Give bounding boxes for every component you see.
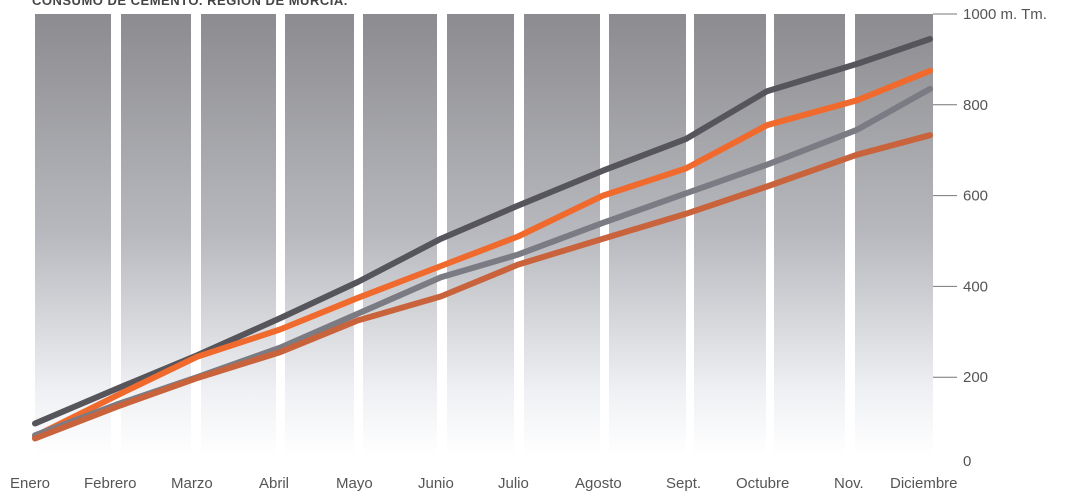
x-tick-label: Sept. — [666, 475, 701, 492]
month-column — [447, 14, 514, 456]
chart-title: CONSUMO DE CEMENTO. REGIÓN DE MURCIA. — [32, 0, 348, 8]
x-axis: Enero Febrero Marzo Abril Mayo Junio Julio Agos… — [10, 475, 958, 492]
month-column — [285, 14, 354, 456]
month-column — [363, 14, 437, 456]
x-tick-label: Octubre — [736, 475, 789, 492]
series-lines — [32, 36, 933, 442]
x-tick-label: Febrero — [84, 475, 137, 492]
month-column — [35, 14, 111, 456]
x-tick-label: Junio — [418, 475, 454, 492]
y-tick-label: 200 — [963, 369, 988, 386]
month-column — [694, 14, 766, 456]
x-tick-label: Abril — [259, 475, 289, 492]
series-line — [32, 132, 933, 442]
y-tick-label: 400 — [963, 278, 988, 295]
y-tick-label: 0 — [963, 453, 971, 470]
month-column — [855, 14, 933, 456]
y-axis: 0 200 400 600 800 1000 m. Tm. — [933, 6, 1047, 470]
x-tick-label: Diciembre — [890, 475, 958, 492]
x-tick-label: Agosto — [575, 475, 622, 492]
x-tick-label: Mayo — [336, 475, 373, 492]
month-column — [201, 14, 276, 456]
series-line — [32, 67, 933, 440]
x-tick-label: Julio — [498, 475, 529, 492]
x-tick-label: Marzo — [171, 475, 213, 492]
x-tick-label: Nov. — [834, 475, 864, 492]
month-columns — [35, 14, 933, 456]
x-tick-label: Enero — [10, 475, 50, 492]
y-tick-label: 800 — [963, 97, 988, 114]
y-tick-label: 600 — [963, 188, 988, 205]
y-tick-label: 1000 m. Tm. — [963, 6, 1047, 23]
